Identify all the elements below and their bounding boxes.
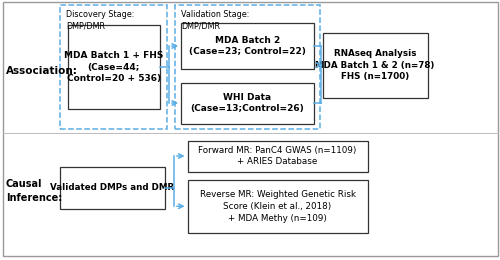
Text: Discovery Stage:
DMP/DMR: Discovery Stage: DMP/DMR <box>66 10 134 30</box>
Text: Association:: Association: <box>6 66 78 76</box>
Text: Validated DMPs and DMR: Validated DMPs and DMR <box>50 183 174 192</box>
FancyBboxPatch shape <box>60 5 168 129</box>
FancyBboxPatch shape <box>175 5 320 129</box>
Text: MDA Batch 2
(Case=23; Control=22): MDA Batch 2 (Case=23; Control=22) <box>189 36 306 56</box>
FancyBboxPatch shape <box>181 23 314 69</box>
FancyBboxPatch shape <box>68 25 160 109</box>
Text: Forward MR: PanC4 GWAS (n=1109)
+ ARIES Database: Forward MR: PanC4 GWAS (n=1109) + ARIES … <box>198 146 356 166</box>
Text: RNAseq Analysis
MDA Batch 1 & 2 (n=78)
FHS (n=1700): RNAseq Analysis MDA Batch 1 & 2 (n=78) F… <box>316 49 434 81</box>
FancyBboxPatch shape <box>2 2 498 256</box>
Text: Reverse MR: Weighted Genetic Risk
Score (Klein et al., 2018)
+ MDA Methy (n=109): Reverse MR: Weighted Genetic Risk Score … <box>200 190 356 223</box>
Text: WHI Data
(Case=13;Control=26): WHI Data (Case=13;Control=26) <box>190 93 304 113</box>
Text: MDA Batch 1 + FHS
(Case=44;
Control=20 + 536): MDA Batch 1 + FHS (Case=44; Control=20 +… <box>64 51 164 83</box>
FancyBboxPatch shape <box>181 82 314 124</box>
FancyBboxPatch shape <box>60 166 165 209</box>
Text: Causal
Inference:: Causal Inference: <box>6 179 62 203</box>
FancyBboxPatch shape <box>322 32 428 98</box>
FancyBboxPatch shape <box>188 140 368 172</box>
FancyBboxPatch shape <box>188 180 368 232</box>
Text: Validation Stage:
DMP/DMR: Validation Stage: DMP/DMR <box>181 10 250 30</box>
